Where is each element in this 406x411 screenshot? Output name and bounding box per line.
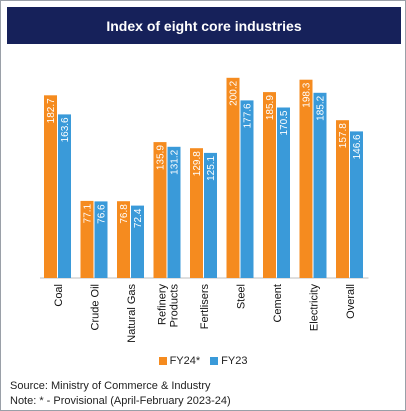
- bar-fy23: [131, 205, 144, 278]
- category-label: Electricity: [309, 284, 321, 332]
- bar-fy23: [240, 100, 254, 279]
- data-label: 163.6: [60, 117, 71, 142]
- bar-fy23: [313, 92, 327, 278]
- bar-fy24: [153, 142, 167, 278]
- bar-fy23: [58, 114, 71, 279]
- chart-title: Index of eight core industries: [7, 7, 401, 44]
- legend-label-fy24: FY24*: [169, 355, 201, 367]
- legend-swatch-fy24: [158, 357, 167, 365]
- category-label: Crude Oil: [90, 284, 102, 330]
- bar-fy24: [117, 201, 130, 278]
- data-label: 129.8: [192, 151, 203, 176]
- provisional-note: Note: * - Provisional (April-February 20…: [10, 395, 231, 407]
- category-label: Coal: [53, 284, 65, 307]
- legend: FY24* FY23: [0, 355, 406, 367]
- data-label: 125.1: [206, 155, 217, 180]
- category-label: Overall: [345, 284, 357, 319]
- bar-fy24: [299, 79, 313, 278]
- bar-fy23: [94, 201, 108, 278]
- bar-fy24: [80, 200, 94, 278]
- data-label: 200.2: [229, 80, 240, 105]
- bar-fy23: [167, 146, 181, 278]
- data-label: 185.9: [265, 95, 276, 120]
- data-label: 72.4: [133, 208, 144, 228]
- category-label: Steel: [236, 284, 248, 309]
- data-label: 77.1: [83, 203, 94, 223]
- legend-item-fy24: FY24*: [158, 355, 201, 367]
- data-label: 182.7: [46, 98, 57, 123]
- data-label: 177.6: [243, 103, 254, 128]
- bar-fy23: [204, 152, 217, 278]
- data-label: 157.8: [338, 123, 349, 148]
- category-label: Natural Gas: [126, 284, 138, 343]
- bar-fy24: [44, 95, 57, 278]
- category-label: Cement: [272, 284, 284, 323]
- bar-fy23: [277, 107, 290, 278]
- bar-fy24: [336, 120, 349, 278]
- data-label: 185.2: [316, 95, 327, 120]
- legend-item-fy23: FY23: [210, 355, 247, 367]
- bar-fy24: [190, 148, 203, 278]
- data-label: 146.6: [352, 134, 363, 159]
- legend-swatch-fy23: [210, 357, 219, 365]
- data-label: 131.2: [170, 149, 181, 174]
- data-label: 135.9: [156, 145, 167, 170]
- bar-fy23: [350, 131, 363, 278]
- data-label: 76.8: [119, 204, 130, 224]
- category-label: RefineryProducts: [157, 284, 181, 328]
- bar-fy24: [263, 92, 276, 278]
- source-note: Source: Ministry of Commerce & Industry: [10, 380, 211, 392]
- category-label: Fertlisers: [199, 284, 211, 330]
- data-label: 170.5: [279, 110, 290, 135]
- data-label: 198.3: [302, 82, 313, 107]
- legend-label-fy23: FY23: [221, 355, 248, 367]
- bar-fy24: [226, 77, 240, 278]
- data-label: 76.6: [97, 204, 108, 224]
